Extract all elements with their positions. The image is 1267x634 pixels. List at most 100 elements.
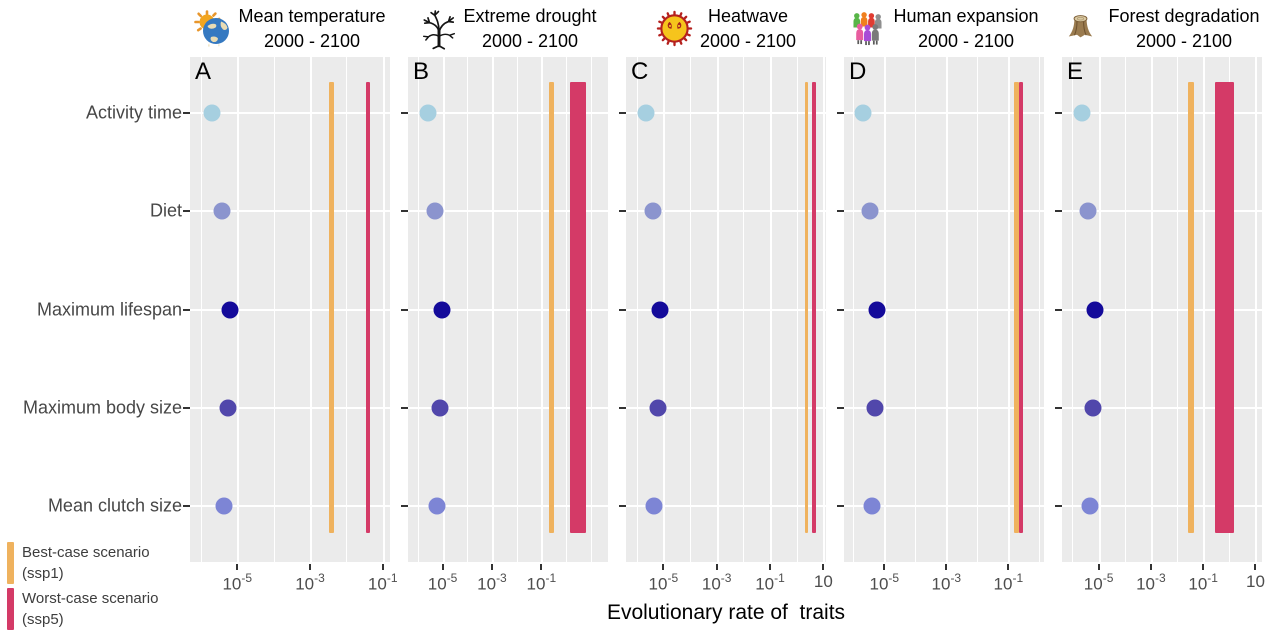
x-tick-exponent: -1	[1012, 571, 1024, 585]
panel-title: Mean temperature	[238, 6, 386, 27]
y-axis-label-3: Maximum lifespan	[36, 299, 182, 320]
x-tick-base: 10	[993, 574, 1013, 594]
h-gridline	[1062, 210, 1262, 213]
x-tick-label: 10	[1246, 572, 1265, 592]
trait-dot-3	[221, 301, 239, 319]
sun-earth-icon	[194, 9, 232, 48]
h-gridline	[844, 112, 1044, 115]
plot-area: B	[401, 57, 608, 562]
scenario-bar-ssp5	[1019, 82, 1024, 533]
h-gridline	[408, 406, 608, 409]
x-axis-ticks: 10-5 10-3 10-1	[408, 562, 608, 602]
x-tick-label: 10-1	[993, 571, 1024, 595]
trait-dot-2	[861, 202, 879, 220]
trait-dot-3	[651, 301, 669, 319]
x-tick-label: 10	[814, 572, 833, 592]
x-tick-mark	[715, 564, 718, 570]
human-crowd-icon	[849, 10, 887, 48]
y-axis-labels: Activity time Diet Maximum lifespan Maximum…	[0, 57, 184, 562]
y-tick-mark	[183, 112, 190, 115]
y-tick-mark	[837, 210, 844, 213]
x-axis-ticks: 10-5 10-3 10-1 10	[1062, 562, 1265, 602]
x-tick-mark	[236, 564, 239, 570]
x-tick-base: 10	[295, 574, 315, 594]
x-tick-mark	[540, 564, 543, 570]
x-tick-exponent: -5	[446, 571, 458, 585]
y-tick-mark	[401, 309, 408, 311]
scenario-bar-ssp5	[812, 82, 816, 533]
plot-area: D	[837, 57, 1044, 562]
x-axis-ticks: 10-5 10-3 10-1 10	[626, 562, 833, 602]
y-tick-mark	[1055, 504, 1062, 507]
x-tick-exponent: -5	[888, 571, 900, 585]
h-gridline	[190, 210, 390, 213]
trait-dot-3	[868, 301, 886, 319]
tree-stump-icon	[1064, 10, 1102, 48]
x-tick-label: 10-1	[526, 571, 557, 595]
x-tick-label: 10-5	[870, 571, 900, 595]
x-tick-label: 10-1	[1188, 571, 1218, 595]
trait-dot-1	[1073, 104, 1091, 122]
x-tick-label: 10-5	[1084, 571, 1114, 595]
x-tick-label: 10-1	[368, 571, 398, 595]
x-tick-exponent: -5	[667, 571, 679, 585]
x-tick-exponent: -1	[1207, 571, 1218, 585]
y-tick-mark	[1055, 309, 1062, 311]
h-gridline	[1062, 112, 1262, 115]
h-gridline	[408, 112, 608, 115]
y-tick-mark	[1055, 406, 1062, 409]
h-gridline	[190, 112, 390, 115]
panel-subtitle: 2000 - 2100	[699, 30, 797, 51]
y-tick-mark	[619, 210, 626, 213]
trait-dot-1	[854, 104, 872, 122]
x-tick-base: 10	[427, 574, 447, 594]
x-tick-label: 10-5	[427, 571, 458, 595]
y-tick-mark	[837, 112, 844, 115]
legend-label: Best-case scenario	[22, 544, 150, 561]
panel-title: Forest degradation	[1108, 6, 1260, 27]
h-gridline	[408, 210, 608, 213]
h-gridline	[1062, 406, 1262, 409]
y-tick-mark	[837, 309, 844, 311]
trait-dot-4	[649, 399, 667, 417]
h-gridline	[844, 406, 1044, 409]
x-tick-label: 10-3	[477, 571, 507, 595]
trait-dot-1	[637, 104, 655, 122]
trait-dot-3	[1086, 301, 1104, 319]
h-gridline	[626, 309, 826, 311]
facet-panel-D: Human expansion 2000 - 2100 D 10-5 10-3 10-…	[837, 0, 1044, 631]
x-tick-base: 10	[1188, 574, 1208, 594]
h-gridline	[190, 406, 390, 409]
y-tick-mark	[619, 406, 626, 409]
facet-panel-B: Extreme drought 2000 - 2100 B 10-5 10-3 10-…	[401, 0, 608, 631]
trait-dot-2	[1079, 202, 1097, 220]
h-gridline	[626, 504, 826, 507]
y-tick-mark	[401, 504, 408, 507]
panel-subtitle: 2000 - 2100	[481, 30, 579, 51]
x-axis-ticks: 10-5 10-3 10-1	[844, 562, 1044, 602]
legend-text: Worst-case scenario (ssp5)	[22, 588, 158, 630]
trait-dot-2	[644, 202, 662, 220]
h-gridline	[1062, 504, 1262, 507]
x-tick-exponent: -5	[1102, 571, 1114, 585]
legend-label: Worst-case scenario	[22, 590, 159, 607]
scenario-bar-ssp1	[329, 82, 335, 533]
scenario-bar-ssp1	[1188, 82, 1194, 533]
legend-item-ssp1: Best-case scenario (ssp1)	[7, 542, 158, 584]
panel-subtitle: 2000 - 2100	[263, 30, 361, 51]
trait-dot-5	[1081, 497, 1099, 515]
y-axis-label-4: Maximum body size	[22, 397, 182, 418]
x-tick-base: 10	[1245, 572, 1265, 591]
legend-swatch-ssp5	[7, 588, 14, 630]
y-tick-mark	[183, 504, 190, 507]
facet-panel-A: Mean temperature 2000 - 2100 A 10-5 10-3 10…	[183, 0, 398, 631]
x-tick-label: 10-3	[295, 571, 325, 595]
h-gridline	[844, 504, 1044, 507]
trait-dot-5	[863, 497, 881, 515]
x-tick-exponent: -1	[774, 571, 785, 585]
x-tick-base: 10	[526, 574, 546, 594]
trait-dot-5	[215, 497, 233, 515]
x-tick-mark	[662, 564, 665, 570]
x-tick-base: 10	[813, 572, 833, 591]
panel-title: Extreme drought	[463, 6, 597, 27]
